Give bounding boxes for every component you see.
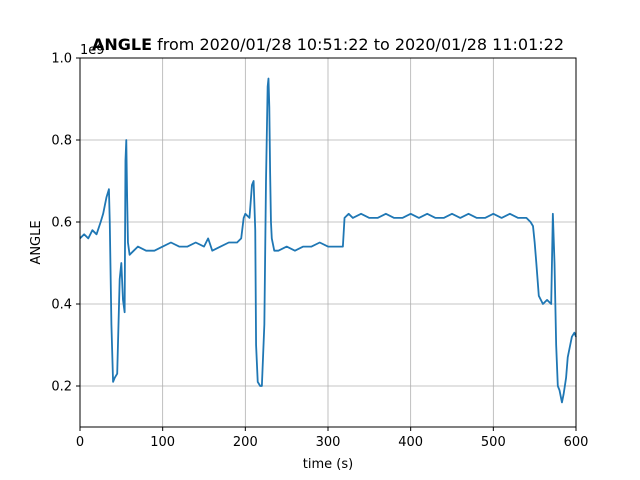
x-axis: 0 100 200 300 400 500 600 xyxy=(76,427,589,450)
y-tick-label: 0.6 xyxy=(51,216,72,231)
y-tick-label: 1.0 xyxy=(51,52,72,67)
chart-title: ANGLE from 2020/01/28 10:51:22 to 2020/0… xyxy=(92,35,564,54)
x-axis-label: time (s) xyxy=(303,457,353,472)
y-axis: 0.2 0.4 0.6 0.8 1.0 xyxy=(51,52,80,395)
x-tick-label: 500 xyxy=(481,435,506,450)
y-tick-label: 0.8 xyxy=(51,134,72,149)
x-tick-label: 200 xyxy=(233,435,258,450)
y-tick-label: 0.2 xyxy=(51,380,72,395)
x-tick-label: 400 xyxy=(398,435,423,450)
y-tick-label: 0.4 xyxy=(51,298,72,313)
chart-title-rest: from 2020/01/28 10:51:22 to 2020/01/28 1… xyxy=(152,35,564,54)
series-line xyxy=(79,77,577,404)
y-axis-label: ANGLE xyxy=(29,220,44,264)
x-tick-label: 600 xyxy=(564,435,589,450)
x-tick-label: 0 xyxy=(76,435,84,450)
x-tick-label: 300 xyxy=(316,435,341,450)
x-tick-label: 100 xyxy=(150,435,175,450)
chart-title-bold: ANGLE xyxy=(92,35,152,54)
y-offset-label: 1e9 xyxy=(80,43,105,58)
data-lines xyxy=(79,77,577,404)
